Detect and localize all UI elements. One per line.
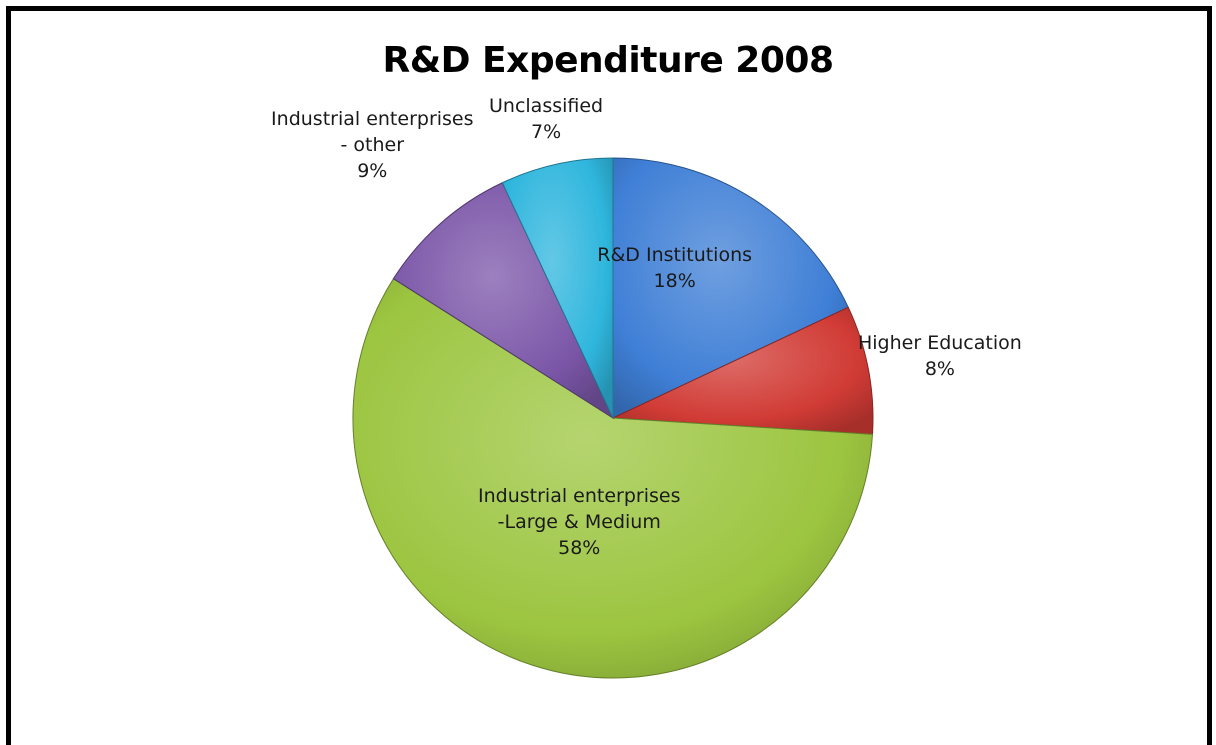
slice-label-value: 7% [530, 120, 562, 143]
slice-label-name: - other [340, 133, 405, 156]
pie-slice-unclassified [501, 157, 614, 419]
slice-label-name: Industrial enterprises [271, 107, 474, 130]
slice-label-name: Unclassified [489, 94, 604, 117]
slice-label-value: 8% [924, 357, 955, 380]
pie-slice-industrial-enterprises-other [392, 182, 615, 420]
slice-label-name: R&D Institutions [597, 244, 753, 267]
slice-label-name: Industrial enterprises [478, 484, 681, 507]
slice-label-value: 18% [653, 270, 696, 293]
slice-label-name: Higher Education [857, 331, 1022, 354]
pie-slice-higher-education [612, 306, 874, 435]
slice-label: Unclassified 7% [489, 93, 603, 145]
pie-slice-r-d-institutions [612, 157, 849, 419]
slice-label-name: -Large & Medium [497, 510, 661, 533]
slice-label: Industrial enterprises -Large & Medium 58% [478, 483, 680, 561]
pie-slice-industrial-enterprises-large-medium [352, 277, 874, 679]
slice-label-value: 9% [357, 159, 388, 182]
slice-label-value: 58% [558, 536, 601, 559]
chart-title: R&D Expenditure 2008 [382, 40, 834, 81]
slice-label: Higher Education 8% [858, 330, 1022, 382]
slice-label: Industrial enterprises - other 9% [271, 106, 473, 184]
slice-label: R&D Institutions 18% [597, 242, 752, 294]
